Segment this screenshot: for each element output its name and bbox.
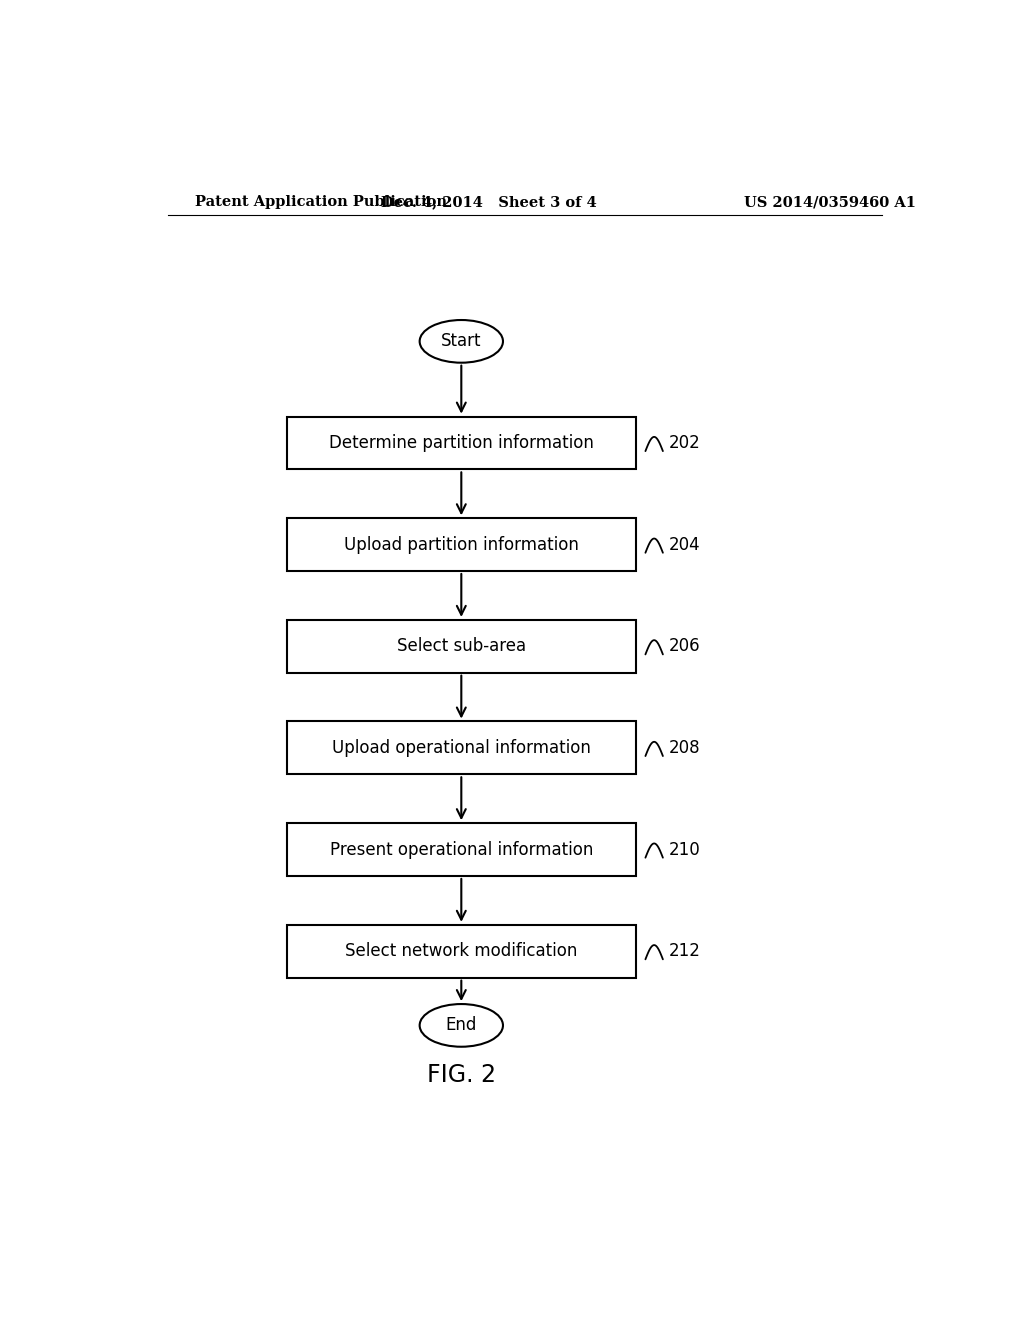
Text: FIG. 2: FIG. 2 — [427, 1063, 496, 1088]
Text: Upload operational information: Upload operational information — [332, 739, 591, 756]
FancyBboxPatch shape — [287, 417, 636, 470]
Text: 206: 206 — [670, 638, 700, 655]
Text: 210: 210 — [670, 841, 701, 858]
Text: Present operational information: Present operational information — [330, 841, 593, 858]
Text: Upload partition information: Upload partition information — [344, 536, 579, 553]
Ellipse shape — [420, 1005, 503, 1047]
Text: End: End — [445, 1016, 477, 1035]
Ellipse shape — [420, 319, 503, 363]
Text: Determine partition information: Determine partition information — [329, 434, 594, 451]
Text: Select sub-area: Select sub-area — [396, 638, 526, 655]
FancyBboxPatch shape — [287, 722, 636, 775]
Text: Start: Start — [441, 333, 481, 350]
Text: Select network modification: Select network modification — [345, 942, 578, 960]
FancyBboxPatch shape — [287, 925, 636, 978]
Text: 208: 208 — [670, 739, 700, 756]
Text: Dec. 4, 2014   Sheet 3 of 4: Dec. 4, 2014 Sheet 3 of 4 — [381, 195, 597, 209]
Text: 204: 204 — [670, 536, 700, 553]
FancyBboxPatch shape — [287, 620, 636, 673]
Text: 202: 202 — [670, 434, 701, 451]
Text: 212: 212 — [670, 942, 701, 960]
Text: US 2014/0359460 A1: US 2014/0359460 A1 — [744, 195, 916, 209]
FancyBboxPatch shape — [287, 519, 636, 572]
FancyBboxPatch shape — [287, 824, 636, 876]
Text: Patent Application Publication: Patent Application Publication — [196, 195, 447, 209]
